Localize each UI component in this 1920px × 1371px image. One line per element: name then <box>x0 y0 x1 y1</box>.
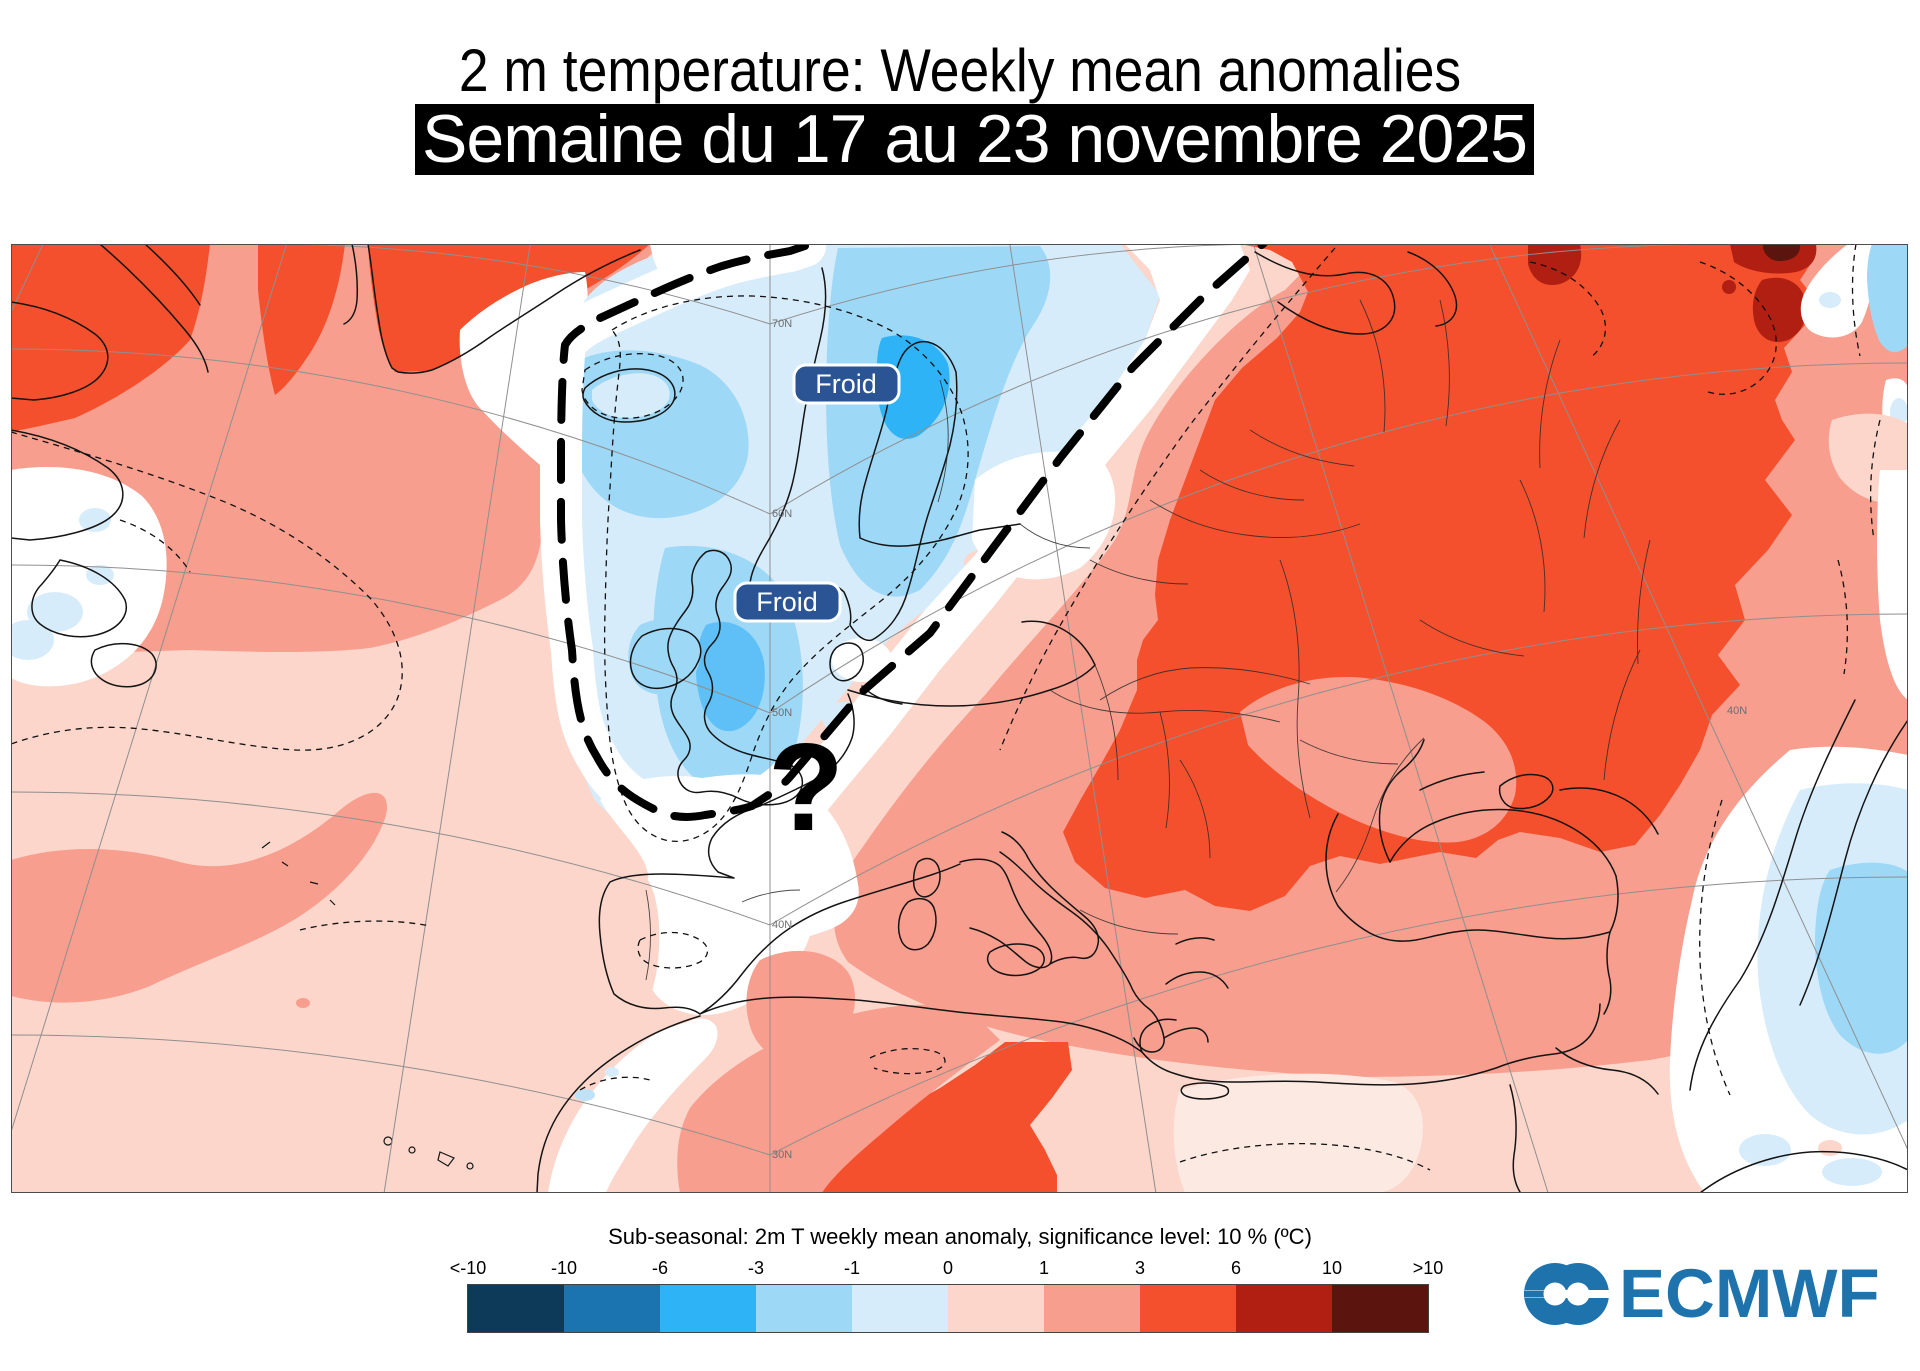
svg-text:Froid: Froid <box>756 587 818 617</box>
svg-text:Froid: Froid <box>815 369 877 399</box>
svg-text:30N: 30N <box>772 1149 792 1161</box>
svg-text:40N: 40N <box>772 919 792 931</box>
svg-text:60N: 60N <box>772 508 792 520</box>
svg-text:70N: 70N <box>772 318 792 330</box>
svg-text:40N: 40N <box>1727 705 1747 717</box>
svg-text:50N: 50N <box>772 707 792 719</box>
svg-text:ECMWF: ECMWF <box>1619 1258 1880 1332</box>
svg-text:?: ? <box>768 719 844 857</box>
